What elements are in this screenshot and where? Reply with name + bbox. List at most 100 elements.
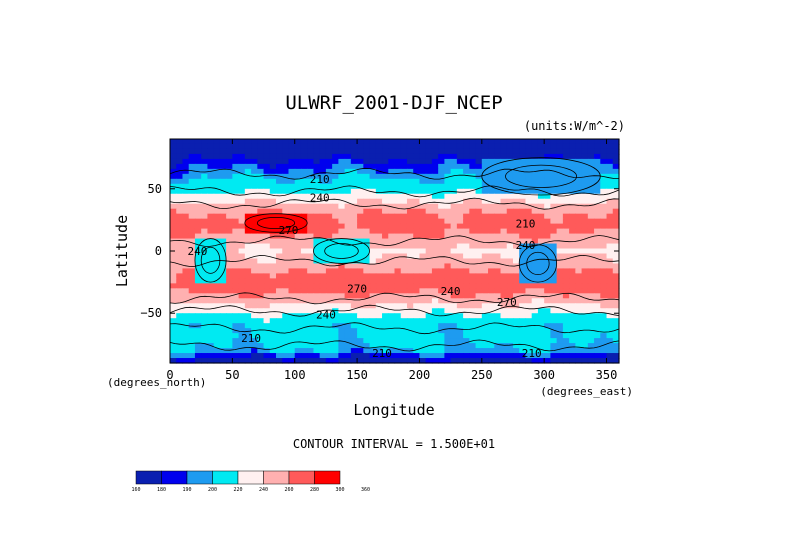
heatmap-cell <box>494 163 502 170</box>
heatmap-cell <box>413 243 421 250</box>
heatmap-cell <box>388 283 396 289</box>
heatmap-cell <box>269 278 277 284</box>
heatmap-cell <box>562 288 570 294</box>
heatmap-cell <box>170 258 177 265</box>
heatmap-cell <box>488 343 495 349</box>
heatmap-cell <box>300 258 308 265</box>
heatmap-cell <box>500 353 508 359</box>
heatmap-cell <box>319 173 327 180</box>
heatmap-cell <box>594 168 601 175</box>
heatmap-cell <box>612 148 620 155</box>
heatmap-cell <box>350 233 358 240</box>
heatmap-cell <box>344 203 352 210</box>
heatmap-cell <box>600 298 608 304</box>
heatmap-cell <box>188 228 196 235</box>
heatmap-cell <box>382 238 389 245</box>
heatmap-cell <box>469 263 477 270</box>
heatmap-cell <box>550 293 558 299</box>
heatmap-cell <box>176 158 184 165</box>
heatmap-cell <box>182 253 190 260</box>
heatmap-cell <box>363 228 371 235</box>
heatmap-cell <box>369 238 377 245</box>
heatmap-cell <box>282 158 290 165</box>
heatmap-cell <box>406 283 414 289</box>
heatmap-cell <box>394 268 402 274</box>
heatmap-cell <box>550 318 558 324</box>
heatmap-cell <box>550 193 558 200</box>
heatmap-cell <box>194 153 202 160</box>
heatmap-cell <box>494 263 502 270</box>
heatmap-cell <box>207 308 215 314</box>
heatmap-cell <box>363 298 371 304</box>
heatmap-cell <box>263 348 271 354</box>
heatmap-cell <box>357 183 364 190</box>
heatmap-cell <box>207 268 215 274</box>
heatmap-cell <box>294 278 302 284</box>
heatmap-cell <box>170 313 177 319</box>
heatmap-cell <box>338 163 346 170</box>
heatmap-cell <box>282 278 290 284</box>
heatmap-cell <box>282 213 290 220</box>
heatmap-cell <box>251 343 258 349</box>
heatmap-cell <box>500 263 508 270</box>
heatmap-cell <box>450 283 458 289</box>
heatmap-cell <box>251 153 258 160</box>
heatmap-cell <box>531 273 539 279</box>
heatmap-cell <box>213 143 221 150</box>
heatmap-cell <box>382 283 389 289</box>
heatmap-cell <box>450 303 458 309</box>
heatmap-cell <box>562 328 570 334</box>
heatmap-cell <box>307 168 315 175</box>
heatmap-cell <box>400 313 408 319</box>
heatmap-cell <box>463 213 470 220</box>
heatmap-cell <box>207 218 215 225</box>
heatmap-cell <box>194 348 202 354</box>
heatmap-cell <box>431 228 439 235</box>
heatmap-cell <box>276 238 283 245</box>
heatmap-cell <box>251 183 258 190</box>
heatmap-cell <box>213 343 221 349</box>
heatmap-cell <box>419 278 427 284</box>
heatmap-cell <box>562 338 570 344</box>
heatmap-cell <box>525 193 533 200</box>
heatmap-cell <box>201 318 209 324</box>
heatmap-cell <box>550 273 558 279</box>
heatmap-cell <box>556 183 564 190</box>
heatmap-cell <box>338 248 346 255</box>
heatmap-cell <box>344 143 352 150</box>
heatmap-cell <box>469 213 477 220</box>
heatmap-cell <box>544 328 552 334</box>
heatmap-cell <box>556 173 564 180</box>
heatmap-cell <box>431 148 439 155</box>
heatmap-cell <box>350 303 358 309</box>
heatmap-cell <box>282 223 290 230</box>
heatmap-cell <box>531 278 539 284</box>
heatmap-cell <box>176 318 184 324</box>
heatmap-cell <box>562 139 570 145</box>
heatmap-cell <box>463 303 470 309</box>
heatmap-cell <box>188 223 196 230</box>
heatmap-cell <box>263 148 271 155</box>
heatmap-cell <box>201 203 209 210</box>
heatmap-cell <box>400 268 408 274</box>
heatmap-cell <box>269 139 277 145</box>
heatmap-cell <box>419 318 427 324</box>
heatmap-cell <box>562 148 570 155</box>
heatmap-cell <box>425 223 433 230</box>
heatmap-cell <box>463 313 470 319</box>
heatmap-cell <box>325 148 333 155</box>
heatmap-cell <box>594 248 601 255</box>
heatmap-cell <box>587 348 595 354</box>
heatmap-cell <box>263 243 271 250</box>
heatmap-cell <box>176 143 184 150</box>
contour-label: 270 <box>347 282 367 295</box>
heatmap-cell <box>562 293 570 299</box>
heatmap-cell <box>244 313 252 319</box>
heatmap-cell <box>612 323 620 329</box>
heatmap-cell <box>244 318 252 324</box>
heatmap-cell <box>406 208 414 215</box>
heatmap-cell <box>388 358 396 364</box>
heatmap-cell <box>188 288 196 294</box>
heatmap-cell <box>612 348 620 354</box>
heatmap-cell <box>469 333 477 339</box>
